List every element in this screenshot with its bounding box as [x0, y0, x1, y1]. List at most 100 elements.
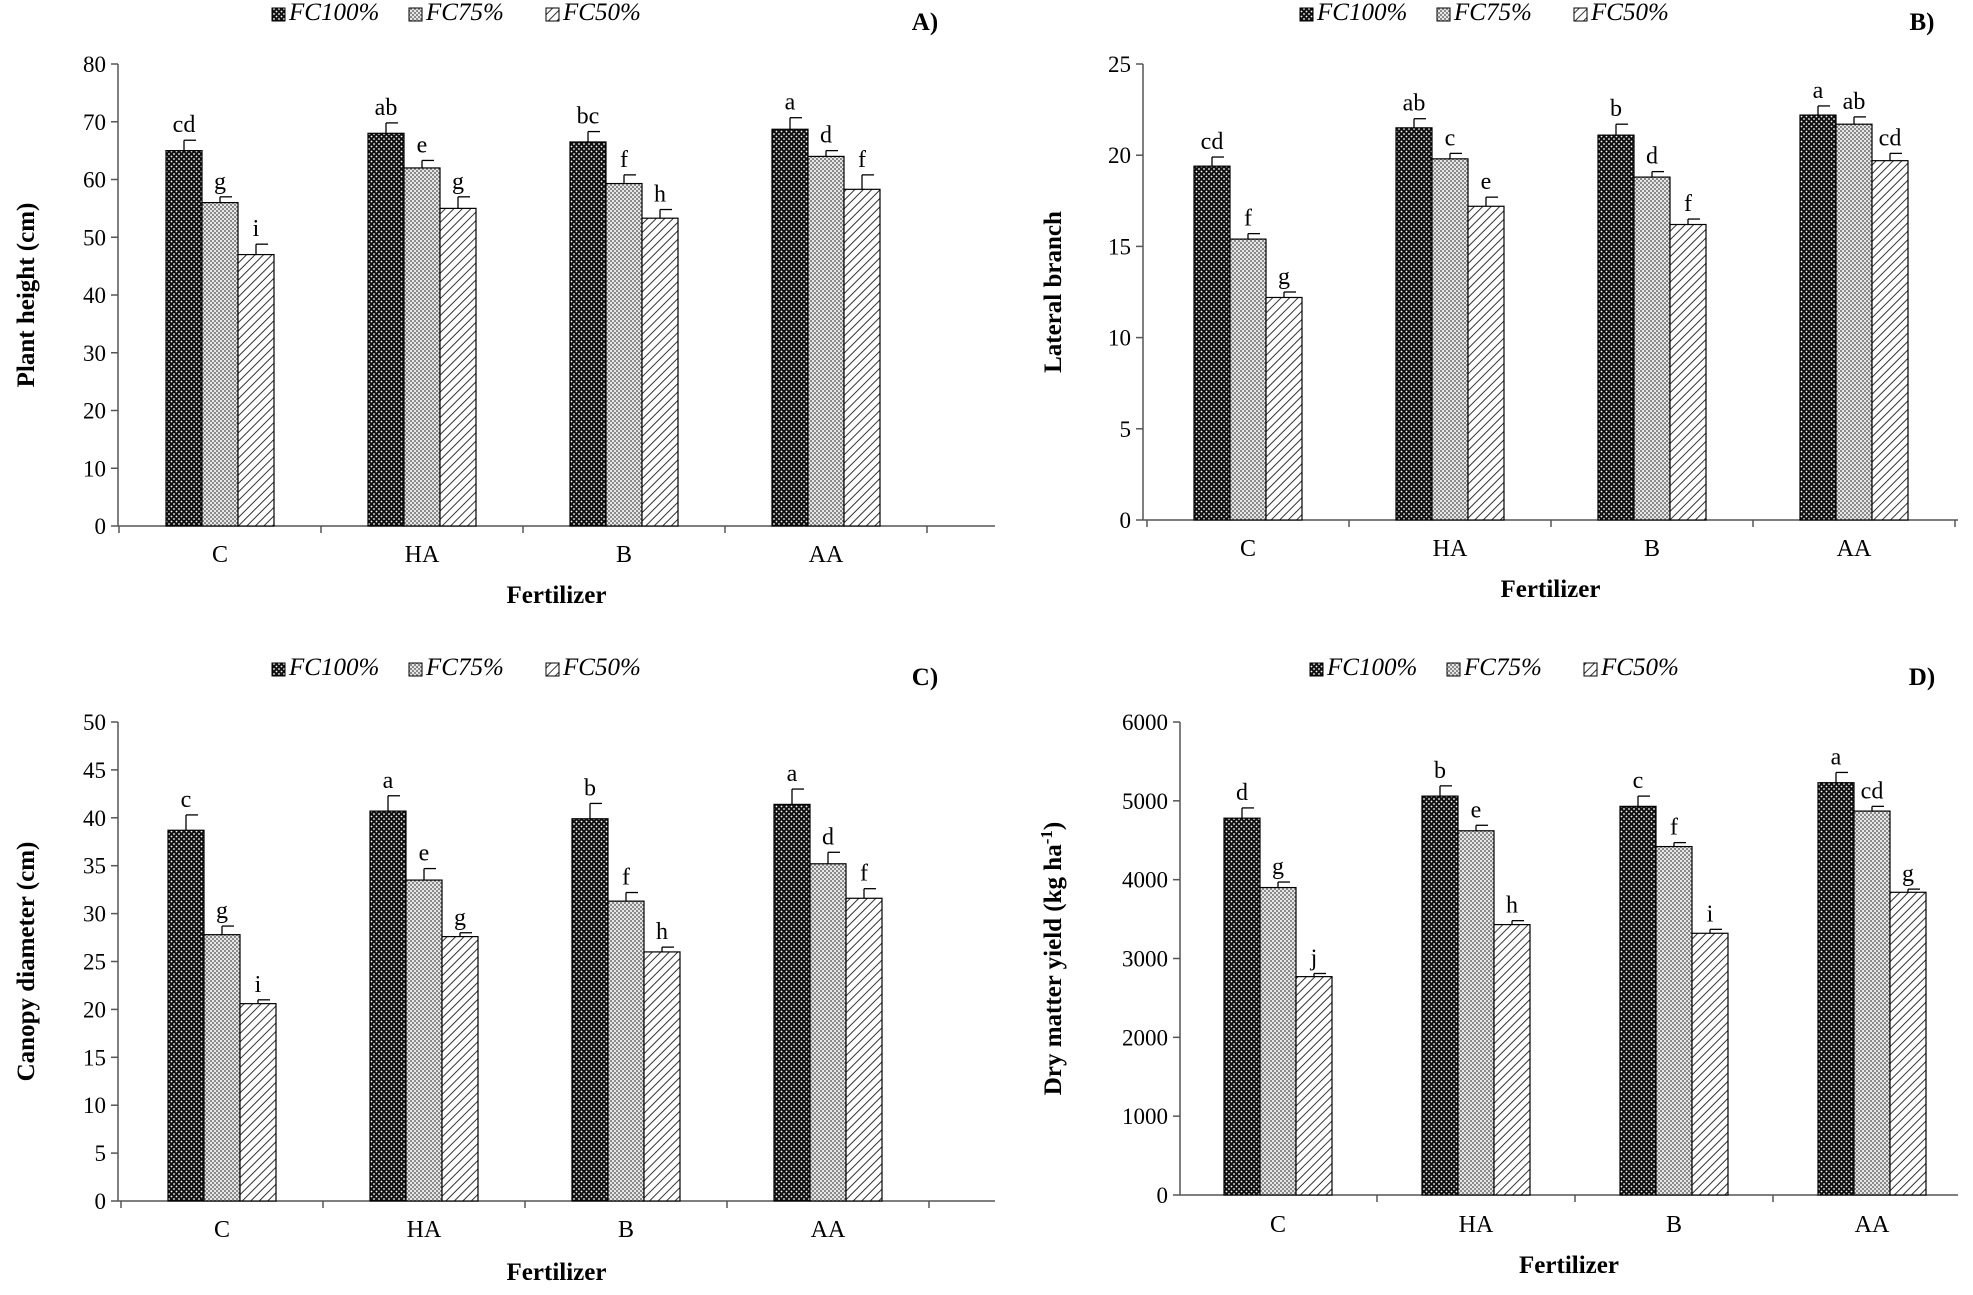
category-label-2: B: [618, 1217, 634, 1243]
significance-letter-2-3: cd: [1879, 125, 1902, 151]
bar-2-3: [845, 897, 883, 1202]
bar-2-3: [1871, 160, 1909, 521]
panel-label: C): [912, 664, 938, 691]
significance-letter-0-0: d: [1236, 780, 1248, 806]
category-label-1: HA: [1459, 1212, 1494, 1238]
legend-label-2: FC50%: [1600, 654, 1679, 681]
significance-letter-2-2: h: [656, 919, 668, 945]
y-tick-label-9: 45: [83, 758, 106, 783]
y-tick-label-5: 5000: [1122, 789, 1168, 814]
significance-letter-0-3: a: [1813, 78, 1824, 104]
bar-0-1: [1421, 795, 1459, 1196]
bar-2-0: [239, 1003, 277, 1202]
bar-0-2: [1597, 134, 1635, 521]
bar-0-3: [773, 803, 811, 1202]
significance-letter-2-1: g: [452, 169, 464, 195]
bar-0-0: [167, 829, 205, 1202]
bar-1-0: [1229, 238, 1267, 521]
bar-2-0: [237, 253, 275, 527]
bar-2-3: [843, 188, 881, 527]
legend-swatch-0: [1299, 7, 1314, 22]
legend-swatch-2: [1573, 7, 1588, 22]
y-axis-title-text: Canopy diameter (cm): [13, 842, 40, 1082]
y-tick-label-5: 25: [83, 950, 106, 975]
category-label-3: AA: [1855, 1212, 1890, 1238]
significance-letter-2-0: i: [253, 216, 260, 242]
bar-1-3: [809, 863, 847, 1202]
significance-letter-2-1: h: [1506, 893, 1518, 919]
bar-2-2: [1669, 223, 1707, 521]
bar-2-0: [1265, 296, 1303, 521]
significance-letter-0-0: cd: [173, 112, 196, 138]
bar-2-2: [643, 951, 681, 1202]
significance-letter-0-2: b: [584, 775, 596, 801]
bar-0-0: [1193, 165, 1231, 521]
bar-0-2: [569, 141, 607, 527]
y-tick-label-7: 35: [83, 854, 106, 879]
significance-letter-0-3: a: [1831, 744, 1842, 770]
legend-swatch-1: [408, 662, 423, 677]
y-tick-label-0: 0: [1120, 508, 1132, 533]
legend-swatch-1: [408, 7, 423, 22]
x-axis-title: Fertilizer: [1501, 576, 1601, 603]
significance-letter-1-2: f: [620, 147, 628, 173]
significance-letter-0-1: a: [383, 768, 394, 794]
bar-1-0: [201, 202, 239, 527]
legend-label-2: FC50%: [562, 654, 641, 681]
significance-letter-0-0: cd: [1201, 129, 1224, 155]
legend-label-1: FC75%: [425, 654, 504, 681]
significance-letter-0-3: a: [785, 90, 796, 116]
bar-2-2: [641, 217, 679, 527]
significance-letter-1-2: f: [1670, 815, 1678, 841]
y-tick-label-4: 20: [1108, 143, 1131, 168]
category-label-0: C: [1240, 536, 1256, 562]
significance-letter-2-2: h: [654, 182, 666, 208]
legend-label-2: FC50%: [562, 0, 641, 26]
legend-label-2: FC50%: [1590, 0, 1669, 26]
legend-swatch-0: [271, 662, 286, 677]
y-axis-title: Dry matter yield (kg ha-1): [1037, 822, 1068, 1095]
category-label-3: AA: [1837, 536, 1872, 562]
bar-1-1: [1457, 830, 1495, 1196]
bar-0-2: [1619, 805, 1657, 1196]
bar-0-1: [367, 132, 405, 527]
legend-swatch-2: [1583, 662, 1598, 677]
y-tick-label-3: 30: [83, 341, 106, 366]
x-axis-title: Fertilizer: [507, 1259, 607, 1286]
significance-letter-1-1: c: [1445, 125, 1456, 151]
legend-label-0: FC100%: [288, 0, 379, 26]
panel-label: D): [1909, 664, 1935, 691]
bar-2-0: [1295, 976, 1333, 1196]
legend: FC100% FC75% FC50%: [1309, 654, 1679, 681]
y-tick-label-0: 0: [95, 514, 107, 539]
significance-letter-2-0: j: [1310, 945, 1318, 971]
legend-swatch-1: [1436, 7, 1451, 22]
significance-letter-0-1: ab: [1403, 91, 1426, 117]
bar-1-2: [1633, 176, 1671, 521]
significance-letter-0-1: ab: [375, 95, 398, 121]
y-tick-label-7: 70: [83, 110, 106, 135]
legend-swatch-0: [1309, 662, 1324, 677]
y-tick-label-2: 10: [83, 1093, 106, 1118]
y-tick-label-8: 40: [83, 806, 106, 831]
y-tick-label-1: 10: [83, 456, 106, 481]
x-axis-title: Fertilizer: [507, 582, 607, 609]
significance-letter-1-1: e: [419, 841, 430, 867]
y-axis-title: Canopy diameter (cm): [13, 842, 40, 1082]
bar-1-1: [1431, 158, 1469, 521]
bar-1-1: [405, 879, 443, 1202]
bar-0-0: [1223, 817, 1261, 1196]
y-axis-title-text: Lateral branch: [1040, 211, 1067, 373]
legend-swatch-2: [545, 662, 560, 677]
category-label-2: B: [1666, 1212, 1682, 1238]
y-axis-title: Plant height (cm): [13, 203, 40, 388]
legend-swatch-0: [271, 7, 286, 22]
category-label-0: C: [212, 542, 228, 568]
significance-letter-1-3: d: [822, 824, 834, 850]
significance-letter-1-1: e: [1471, 797, 1482, 823]
legend-label-1: FC75%: [1453, 0, 1532, 26]
bar-0-3: [771, 128, 809, 527]
legend-label-1: FC75%: [425, 0, 504, 26]
bar-0-1: [369, 810, 407, 1202]
significance-letter-0-2: b: [1610, 96, 1622, 122]
